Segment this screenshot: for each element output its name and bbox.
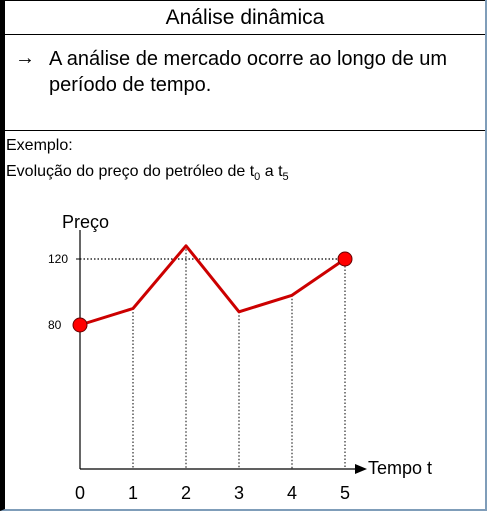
x-axis-arrow-icon	[355, 464, 367, 474]
x-tick-label-1: 1	[128, 483, 138, 503]
x-tick-label-4: 4	[287, 483, 297, 503]
x-axis-title: Tempo t	[368, 458, 432, 478]
x-tick-label-0: 0	[75, 483, 85, 503]
example-label: Exemplo:	[6, 137, 73, 154]
x-tick-label-3: 3	[234, 483, 244, 503]
y-tick-labels: 80 120	[48, 252, 80, 332]
price-markers	[72, 251, 353, 333]
price-marker-0	[72, 317, 88, 333]
bullet-text: A análise de mercado ocorre ao longo de …	[49, 48, 448, 96]
x-tick-label-2: 2	[181, 483, 191, 503]
y-tick-label-120: 120	[48, 252, 68, 266]
right-arrow-icon: →	[15, 47, 35, 69]
price-marker-5	[337, 251, 353, 267]
example-description: Evolução do preço do petróleo de t0 a t5	[6, 163, 289, 184]
x-tick-labels: 0 1 2 3 4 5	[75, 483, 350, 503]
slide-title: Análise dinâmica	[5, 0, 485, 35]
y-tick-label-80: 80	[48, 318, 62, 332]
price-series-line	[79, 244, 346, 327]
bullet-row: → A análise de mercado ocorre ao longo d…	[5, 37, 485, 131]
y-axis-title: Preço	[62, 212, 109, 232]
x-tick-label-5: 5	[340, 483, 350, 503]
